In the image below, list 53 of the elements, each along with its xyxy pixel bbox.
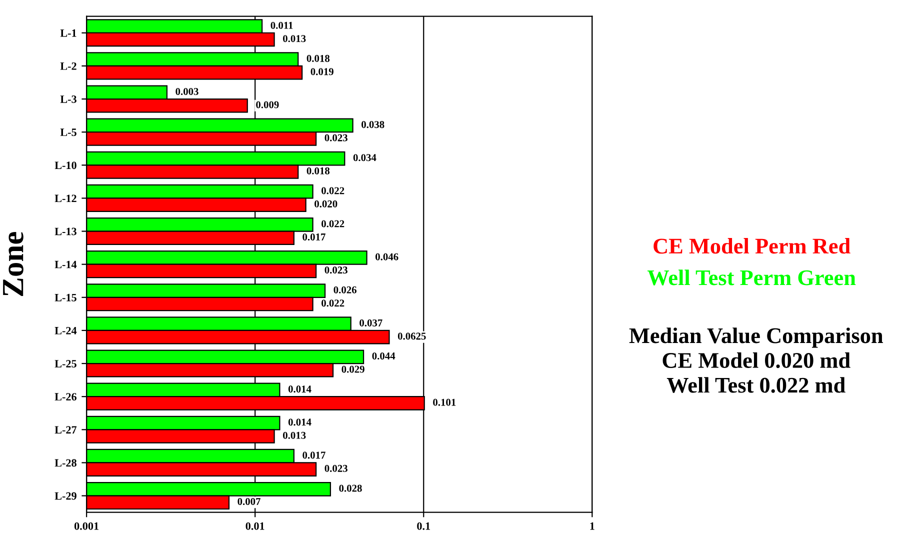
y-tick-label: L-13 <box>54 228 76 236</box>
data-label: 0.009 <box>256 101 279 108</box>
data-label: 0.038 <box>362 121 384 128</box>
data-label: 0.029 <box>342 366 364 373</box>
y-tick-label: L-5 <box>60 128 76 136</box>
data-label: 0.018 <box>306 54 330 62</box>
data-label: 0.0625 <box>398 332 426 340</box>
y-tick-label: L-10 <box>54 162 76 170</box>
data-label: 0.046 <box>376 253 398 260</box>
data-label: 0.037 <box>360 319 382 326</box>
data-label: 0.013 <box>283 432 306 439</box>
y-tick-label: L-3 <box>60 96 76 103</box>
data-label: 0.011 <box>270 22 293 29</box>
y-tick-label: L-26 <box>54 393 76 401</box>
data-label: 0.101 <box>433 398 456 406</box>
data-label: 0.003 <box>176 88 198 96</box>
x-tick-label: 0.01 <box>246 522 264 530</box>
data-label: 0.023 <box>324 134 348 142</box>
x-tick-label: 1 <box>590 522 594 530</box>
data-label: 0.019 <box>310 68 334 76</box>
data-label: 0.044 <box>372 352 396 360</box>
x-tick-label: 0.001 <box>74 522 98 530</box>
data-label: 0.013 <box>283 35 306 42</box>
y-tick-label: L-14 <box>54 260 77 268</box>
data-label: 0.022 <box>322 220 344 228</box>
y-tick-label: L-1 <box>60 29 76 37</box>
data-label: 0.018 <box>306 167 330 174</box>
data-label: 0.014 <box>288 386 312 393</box>
y-tick-label: L-25 <box>54 360 76 368</box>
y-axis-title: Zone <box>3 232 24 296</box>
data-label: 0.026 <box>334 286 356 294</box>
text: Median Value Comparison CE Model 0.020 md Well Test 0.022 md <box>629 328 883 393</box>
data-label: 0.023 <box>324 266 348 274</box>
y-tick-label: L-29 <box>54 492 76 500</box>
data-label: 0.022 <box>322 187 344 194</box>
data-label: 0.028 <box>339 484 362 492</box>
data-label: 0.034 <box>353 154 376 162</box>
y-tick-label: L-28 <box>54 459 76 467</box>
y-tick-label: L-12 <box>54 194 76 202</box>
data-label: 0.023 <box>324 464 348 472</box>
data-label: 0.017 <box>302 233 326 241</box>
data-label: 0.007 <box>238 498 260 506</box>
data-label: 0.020 <box>314 200 338 208</box>
text: Well Test Perm Green <box>647 270 856 286</box>
y-tick-label: L-24 <box>54 326 77 334</box>
data-label: 0.017 <box>302 452 326 459</box>
data-label: 0.014 <box>288 418 312 426</box>
y-tick-label: L-2 <box>60 62 76 70</box>
data-label: 0.022 <box>322 300 344 307</box>
y-tick-label: L-27 <box>54 426 77 434</box>
text: CE Model Perm Red <box>654 238 850 254</box>
y-tick-label: L-15 <box>54 294 76 302</box>
x-tick-label: 0.1 <box>417 522 430 530</box>
